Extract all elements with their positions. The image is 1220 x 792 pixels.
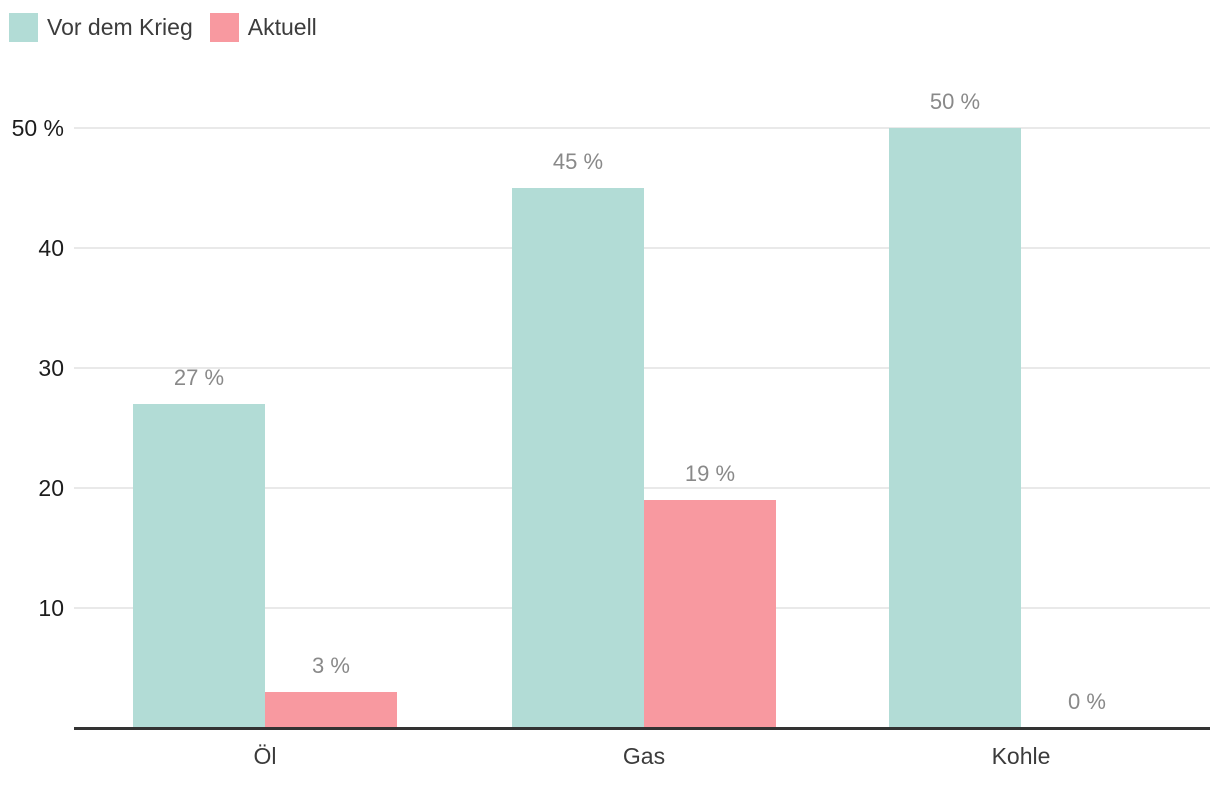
y-tick-label-40: 40 xyxy=(38,235,64,261)
value-label-aktuell-öl: 3 % xyxy=(312,653,350,678)
y-tick-label-50: 50 % xyxy=(11,115,64,141)
legend-swatch-aktuell xyxy=(209,13,239,42)
bar-vor-dem-krieg-gas[interactable] xyxy=(512,188,644,728)
bar-vor-dem-krieg-kohle[interactable] xyxy=(889,128,1021,728)
value-label-aktuell-gas: 19 % xyxy=(684,461,736,486)
value-label-vor-dem-krieg-gas: 45 % xyxy=(552,149,604,174)
y-tick-label-10: 10 xyxy=(38,595,64,621)
x-axis-line xyxy=(74,727,1210,730)
y-tick-label-20: 20 xyxy=(38,475,64,501)
bar-vor-dem-krieg-öl[interactable] xyxy=(133,404,265,728)
bar-aktuell-gas[interactable] xyxy=(644,500,776,728)
legend-swatch-vor-dem-krieg xyxy=(9,13,38,42)
legend-label-vor-dem-krieg: Vor dem Krieg xyxy=(47,14,193,40)
bar-aktuell-öl[interactable] xyxy=(265,692,397,728)
legend-label-aktuell: Aktuell xyxy=(247,14,317,40)
chart-legend: Vor dem Krieg Aktuell xyxy=(9,13,334,42)
value-label-aktuell-kohle: 0 % xyxy=(1068,689,1106,714)
x-category-label-kohle: Kohle xyxy=(991,743,1051,769)
gridline-50 xyxy=(74,127,1210,129)
x-category-label-öl: Öl xyxy=(253,743,277,769)
x-category-label-gas: Gas xyxy=(622,743,666,769)
y-tick-label-30: 30 xyxy=(38,355,64,381)
legend-item-aktuell: Aktuell xyxy=(209,13,317,42)
value-label-vor-dem-krieg-kohle: 50 % xyxy=(929,89,981,114)
value-label-vor-dem-krieg-öl: 27 % xyxy=(173,365,225,390)
legend-item-vor-dem-krieg: Vor dem Krieg xyxy=(9,13,193,42)
